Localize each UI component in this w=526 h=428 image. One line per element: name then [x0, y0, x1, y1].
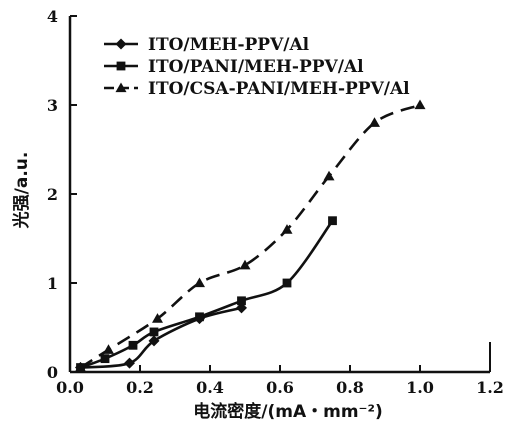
data-point-series-3	[152, 313, 163, 323]
legend-marker-3	[115, 82, 127, 93]
data-point-series-3	[239, 259, 251, 270]
data-point-series-2	[328, 216, 337, 226]
series-line-2	[80, 219, 334, 369]
data-point-series-3	[323, 170, 335, 181]
data-point-series-2	[128, 340, 138, 350]
data-point-series-3	[75, 362, 86, 372]
data-point-series-2	[149, 327, 159, 337]
x-axis-label: 电流密度/(mA・mm⁻²)	[193, 401, 382, 422]
data-point-series-1	[124, 357, 135, 369]
y-tick-label: 3	[47, 96, 58, 115]
legend-label-1: ITO/MEH-PPV/Al	[148, 35, 310, 55]
data-point-series-2	[237, 296, 246, 306]
series-line-3	[79, 103, 421, 369]
data-point-series-3	[369, 117, 380, 127]
x-tick-label: 0.0	[56, 378, 84, 397]
data-point-series-2	[282, 278, 292, 288]
axes: 0.0 0.2 0.4 0.6 0.8 1.0 1.2 0 1 2 3 4	[47, 7, 504, 397]
x-tick-label: 0.8	[336, 378, 364, 397]
legend-marker-2	[116, 61, 126, 71]
y-tick-label: 1	[47, 274, 58, 293]
legend: ITO/MEH-PPV/AlITO/PANI/MEH-PPV/AlITO/CSA…	[104, 35, 410, 99]
legend-label-3: ITO/CSA-PANI/MEH-PPV/Al	[148, 79, 410, 99]
x-tick-label: 0.6	[266, 378, 294, 397]
data-point-series-3	[414, 99, 426, 110]
y-tick-label: 0	[47, 363, 58, 382]
x-tick-label: 0.4	[196, 378, 224, 397]
y-tick-label: 4	[47, 7, 58, 26]
data-point-series-3	[103, 344, 114, 354]
y-tick-label: 2	[47, 185, 58, 204]
data-point-series-3	[281, 224, 293, 234]
plot-area	[75, 99, 426, 374]
data-point-series-2	[195, 312, 204, 322]
x-tick-label: 1.2	[476, 378, 504, 397]
x-tick-label: 1.0	[406, 378, 434, 397]
legend-marker-1	[115, 38, 127, 50]
y-axis-label: 光强/a.u.	[11, 152, 32, 230]
data-point-series-2	[100, 354, 110, 364]
legend-label-2: ITO/PANI/MEH-PPV/Al	[148, 57, 364, 77]
data-point-series-3	[194, 277, 205, 288]
data-point-series-1	[148, 335, 160, 347]
x-tick-label: 0.2	[126, 378, 154, 397]
